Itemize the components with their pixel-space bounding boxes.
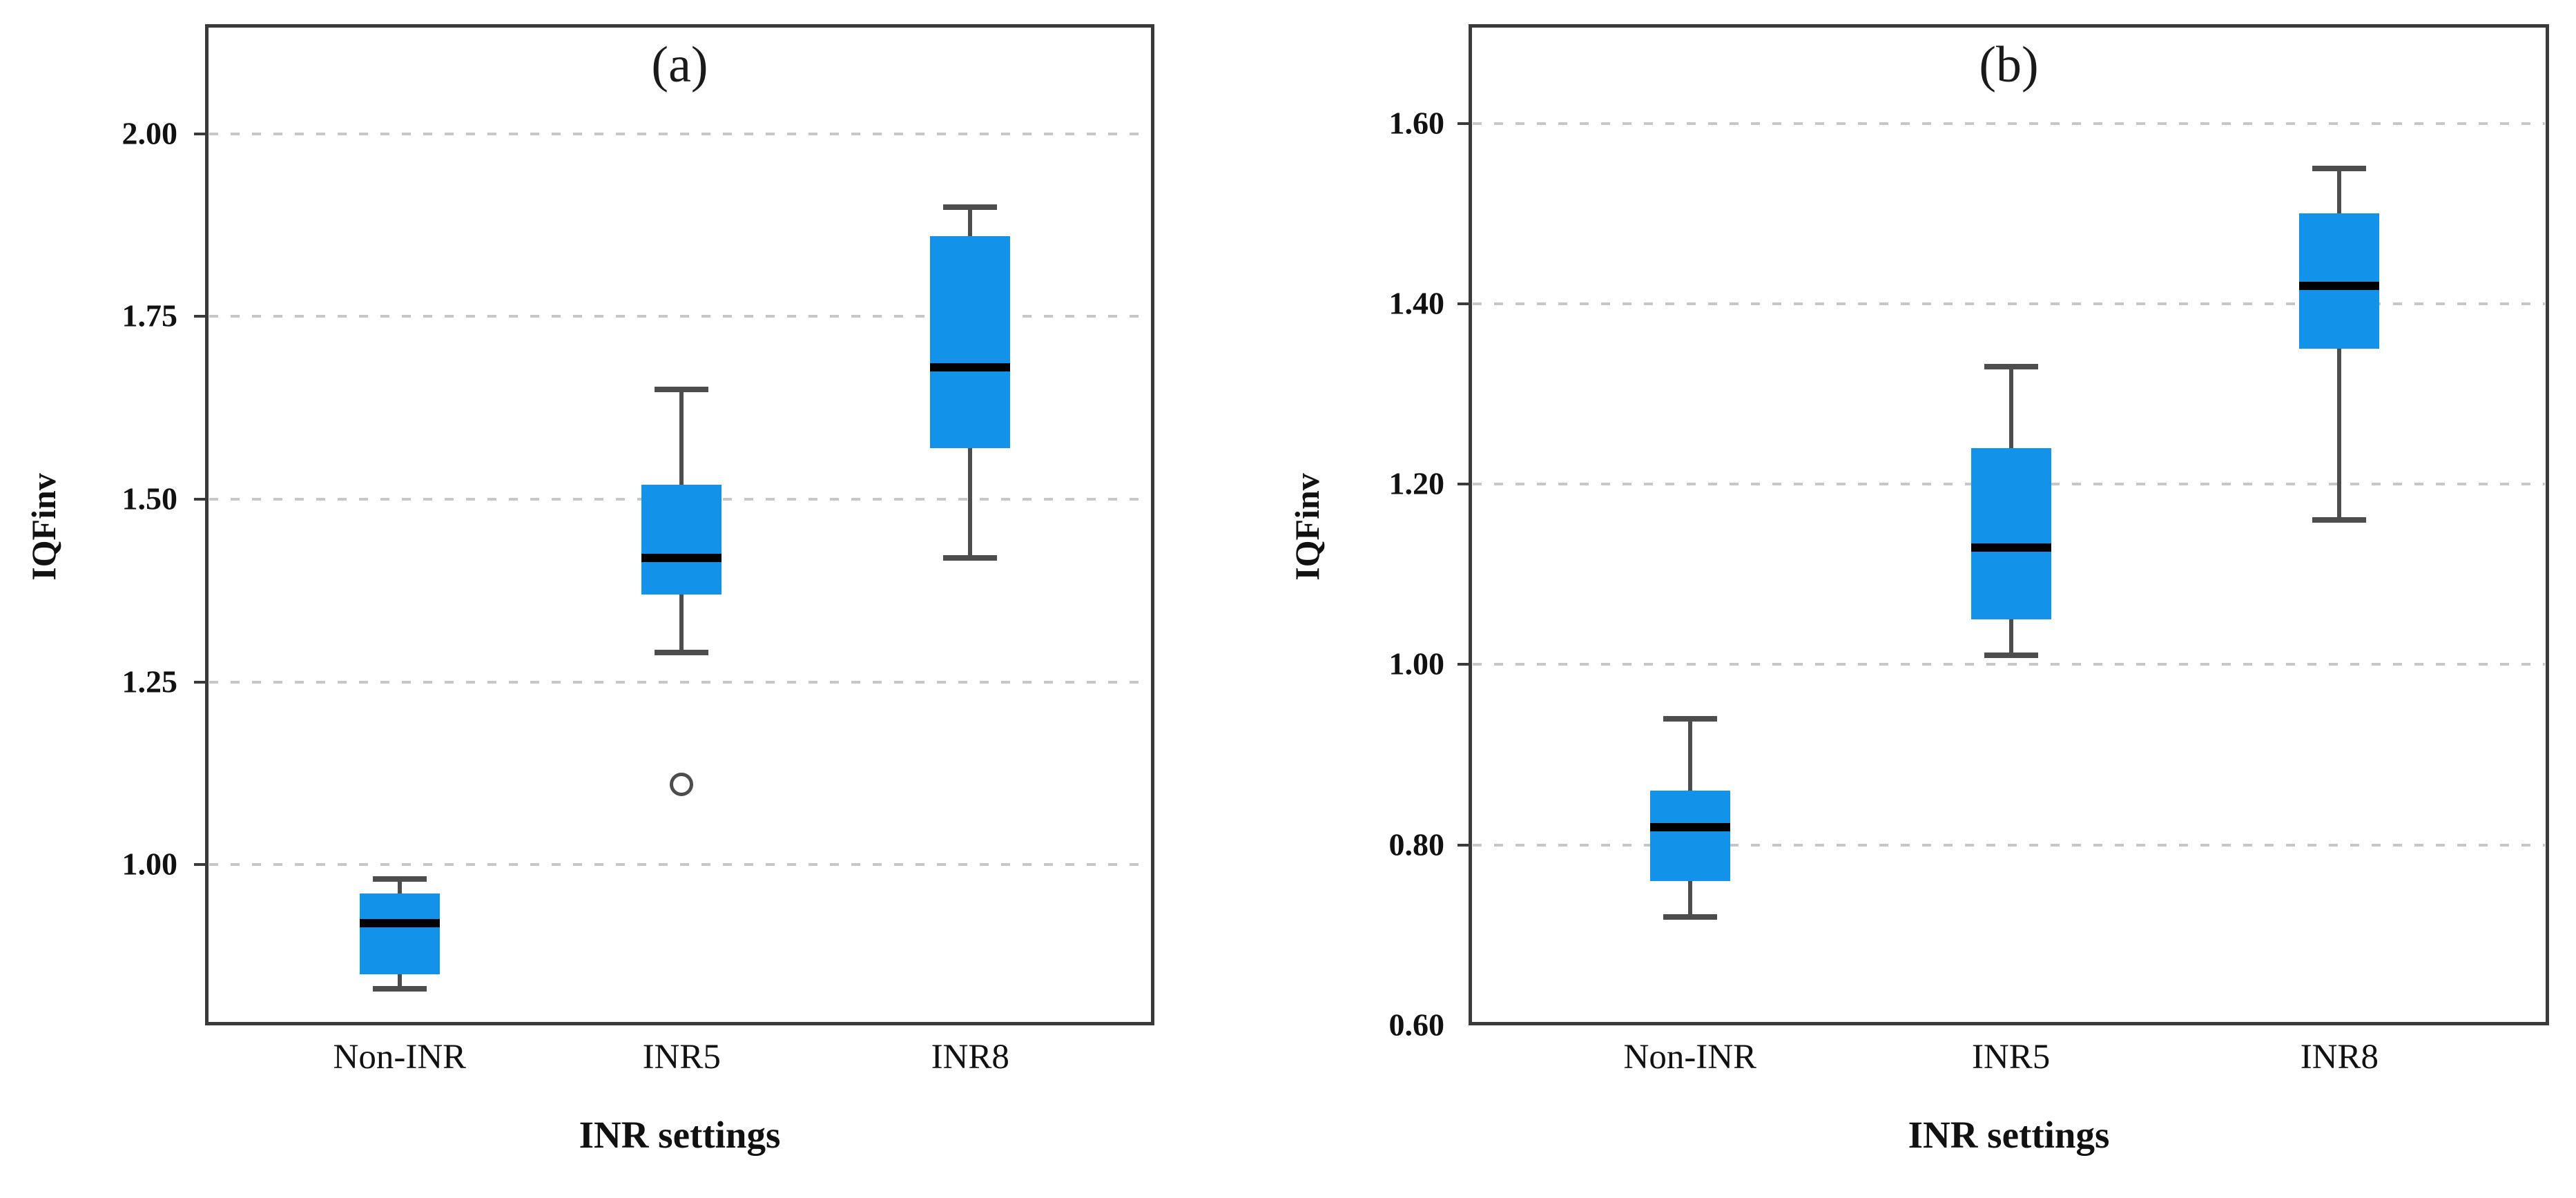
gridline — [1473, 122, 2545, 125]
whisker-upper-stem — [968, 206, 973, 236]
x-category-label: INR5 — [1971, 1038, 2051, 1076]
gridline — [1473, 663, 2545, 666]
whisker-upper-stem — [679, 389, 684, 485]
x-category-label: INR5 — [642, 1038, 721, 1076]
y-tick-mark — [1458, 843, 1469, 847]
median-line — [1970, 543, 2051, 552]
whisker-upper-stem — [2008, 367, 2013, 448]
x-axis-label-a: INR settings — [579, 1114, 781, 1156]
box-inr8 — [930, 235, 1011, 448]
y-axis-label-b: IQFinv — [1288, 473, 1326, 581]
y-tick-label: 1.60 — [1388, 105, 1445, 141]
y-tick-mark — [1458, 483, 1469, 486]
whisker-lower-stem — [397, 974, 402, 989]
outlier-point — [670, 772, 694, 796]
median-line — [641, 553, 722, 562]
whisker-upper-cap — [372, 876, 427, 882]
y-tick-label: 2.00 — [122, 115, 178, 151]
whisker-lower-cap — [943, 554, 998, 561]
median-line — [359, 918, 440, 927]
y-tick-mark — [194, 680, 205, 684]
box-inr8 — [2299, 213, 2380, 349]
gridline — [209, 132, 1150, 135]
whisker-upper-cap — [1663, 715, 1717, 722]
whisker-lower-cap — [372, 986, 427, 992]
median-line — [2299, 281, 2380, 290]
whisker-upper-stem — [1687, 718, 1692, 791]
gridline — [209, 315, 1150, 318]
whisker-lower-cap — [655, 650, 709, 656]
x-category-label: Non-INR — [333, 1038, 467, 1076]
y-tick-label: 1.50 — [122, 481, 178, 516]
x-category-label: INR8 — [2300, 1038, 2379, 1076]
y-tick-mark — [194, 132, 205, 135]
gridline — [209, 863, 1150, 867]
box-inr5 — [641, 484, 722, 595]
y-tick-label: 1.25 — [122, 663, 178, 699]
whisker-upper-stem — [397, 879, 402, 894]
y-tick-mark — [194, 315, 205, 318]
y-tick-label: 1.00 — [122, 846, 178, 882]
x-category-label: INR8 — [931, 1038, 1009, 1076]
whisker-upper-cap — [655, 387, 709, 393]
box-non-inr — [1649, 791, 1730, 881]
box-inr5 — [1970, 447, 2051, 620]
whisker-lower-stem — [2337, 349, 2342, 521]
whisker-upper-cap — [1984, 364, 2038, 370]
y-tick-label: 1.75 — [122, 298, 178, 334]
whisker-lower-stem — [968, 447, 973, 558]
whisker-lower-cap — [1663, 914, 1717, 920]
y-tick-mark — [1458, 122, 1469, 125]
y-tick-mark — [194, 497, 205, 501]
chart-a-title: (a) — [651, 37, 708, 93]
x-axis-label-b: INR settings — [1908, 1114, 2110, 1156]
y-tick-label: 0.80 — [1388, 827, 1445, 862]
gridline — [1473, 302, 2545, 305]
y-tick-mark — [1458, 663, 1469, 666]
whisker-lower-cap — [2312, 517, 2367, 523]
whisker-upper-stem — [2337, 168, 2342, 214]
y-tick-label: 1.00 — [1388, 646, 1445, 682]
whisker-upper-cap — [2312, 166, 2367, 171]
gridline — [1473, 843, 2545, 847]
gridline — [209, 680, 1150, 684]
chart-b-title: (b) — [1979, 37, 2039, 93]
y-tick-label: 1.40 — [1388, 285, 1445, 321]
x-category-label: Non-INR — [1623, 1038, 1757, 1076]
y-tick-mark — [1458, 302, 1469, 305]
whisker-lower-stem — [2008, 619, 2013, 656]
median-line — [930, 363, 1011, 372]
whisker-lower-cap — [1984, 653, 2038, 659]
median-line — [1649, 822, 1730, 831]
y-axis-label-a: IQFinv — [24, 473, 63, 581]
whisker-lower-stem — [679, 594, 684, 653]
y-tick-mark — [194, 863, 205, 867]
whisker-upper-cap — [943, 204, 998, 210]
y-tick-label: 0.60 — [1388, 1007, 1445, 1043]
box-non-inr — [359, 893, 440, 974]
y-tick-label: 1.20 — [1388, 465, 1445, 501]
whisker-lower-stem — [1687, 880, 1692, 918]
